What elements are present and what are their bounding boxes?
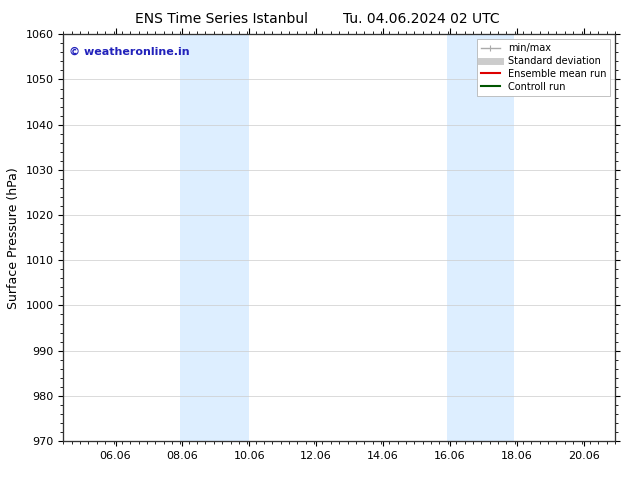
Bar [214, 34, 249, 441]
Bar [447, 34, 481, 441]
Text: © weatheronline.in: © weatheronline.in [69, 47, 190, 56]
Bar [181, 34, 214, 441]
Legend: min/max, Standard deviation, Ensemble mean run, Controll run: min/max, Standard deviation, Ensemble me… [477, 39, 610, 96]
Bar [481, 34, 514, 441]
Y-axis label: Surface Pressure (hPa): Surface Pressure (hPa) [7, 167, 20, 309]
Text: ENS Time Series Istanbul        Tu. 04.06.2024 02 UTC: ENS Time Series Istanbul Tu. 04.06.2024 … [134, 12, 500, 26]
